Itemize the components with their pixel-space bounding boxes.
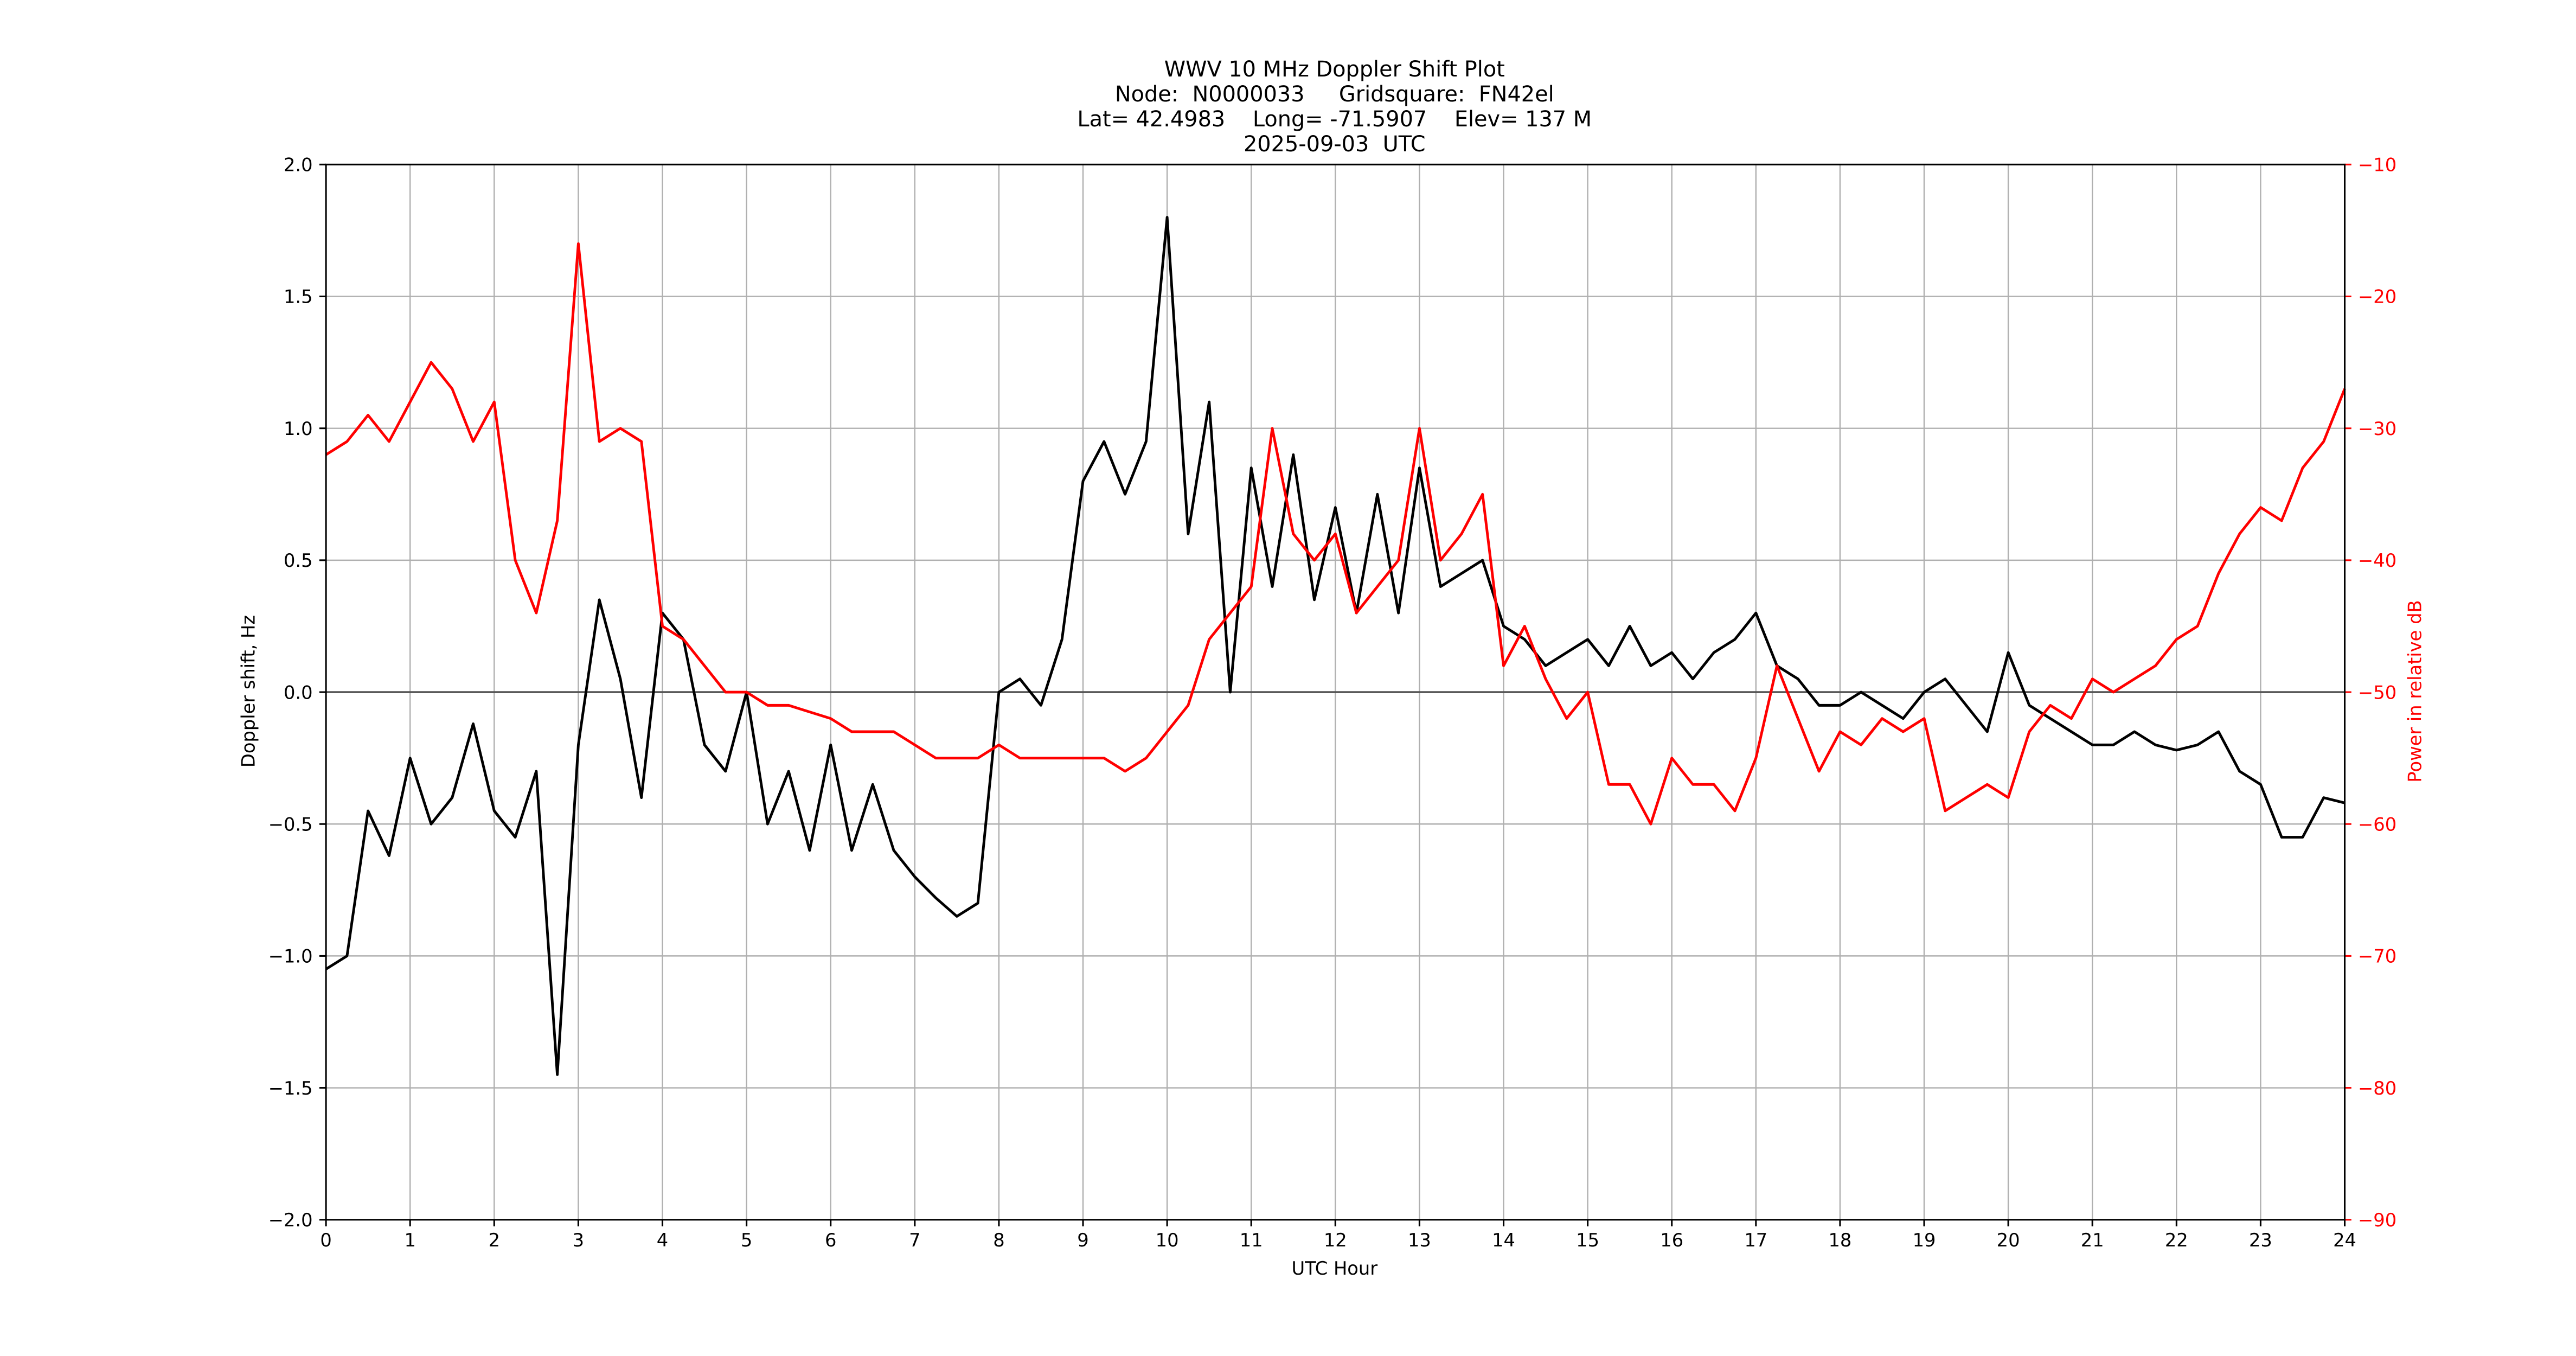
y2-tick-label: −50 xyxy=(2358,682,2396,703)
x-tick-label: 12 xyxy=(1324,1230,1347,1251)
x-tick-label: 9 xyxy=(1077,1230,1088,1251)
y-tick-label: 1.5 xyxy=(284,286,313,308)
y2-tick-label: −20 xyxy=(2358,286,2396,308)
y2-tick-label: −60 xyxy=(2358,814,2396,835)
y-tick-label: 1.0 xyxy=(284,418,313,439)
x-tick-label: 24 xyxy=(2333,1230,2356,1251)
x-tick-label: 1 xyxy=(404,1230,415,1251)
x-tick-label: 19 xyxy=(1913,1230,1936,1251)
x-tick-label: 13 xyxy=(1408,1230,1431,1251)
x-tick-label: 20 xyxy=(1997,1230,2020,1251)
y-axis-label: Doppler shift, Hz xyxy=(238,615,259,767)
x-tick-label: 5 xyxy=(741,1230,752,1251)
y2-tick-label: −70 xyxy=(2358,946,2396,967)
plot-frame xyxy=(325,163,2346,1221)
title-line: Lat= 42.4983 Long= -71.5907 Elev= 137 M xyxy=(1077,107,1592,132)
y2-tick-label: −80 xyxy=(2358,1078,2396,1099)
x-tick-label: 21 xyxy=(2081,1230,2104,1251)
series-line xyxy=(325,216,2346,1076)
x-tick-label: 11 xyxy=(1240,1230,1263,1251)
title-line: Node: N0000033 Gridsquare: FN42el xyxy=(1115,82,1554,107)
x-tick-label: 16 xyxy=(1660,1230,1683,1251)
x-tick-label: 7 xyxy=(909,1230,920,1251)
title-line: 2025-09-03 UTC xyxy=(1244,132,1426,157)
y2-tick-label: −30 xyxy=(2358,418,2396,439)
x-axis-label: UTC Hour xyxy=(1291,1258,1377,1279)
x-tick-label: 2 xyxy=(489,1230,500,1251)
y-tick-label: 2.0 xyxy=(284,155,313,176)
x-tick-label: 8 xyxy=(993,1230,1004,1251)
y-tick-label: 0.5 xyxy=(284,550,313,571)
x-tick-label: 15 xyxy=(1576,1230,1599,1251)
y-tick-label: 0.0 xyxy=(284,682,313,703)
y-tick-label: −1.0 xyxy=(268,946,313,967)
y2-tick-label: −90 xyxy=(2358,1210,2396,1231)
x-tick-label: 22 xyxy=(2165,1230,2188,1251)
y2-tick-label: −40 xyxy=(2358,550,2396,571)
y-tick-label: −0.5 xyxy=(268,814,313,835)
title-line: WWV 10 MHz Doppler Shift Plot xyxy=(1164,57,1505,82)
x-tick-label: 4 xyxy=(657,1230,668,1251)
y-tick-label: −2.0 xyxy=(268,1210,313,1231)
x-tick-label: 17 xyxy=(1744,1230,1767,1251)
series-line xyxy=(325,242,2346,826)
x-tick-label: 6 xyxy=(825,1230,836,1251)
y-tick-label: −1.5 xyxy=(268,1078,313,1099)
x-tick-label: 0 xyxy=(320,1230,331,1251)
y2-tick-label: −10 xyxy=(2358,155,2396,176)
x-tick-label: 18 xyxy=(1828,1230,1851,1251)
y2-axis-label: Power in relative dB xyxy=(2404,600,2425,782)
x-tick-label: 3 xyxy=(573,1230,584,1251)
x-tick-label: 10 xyxy=(1156,1230,1179,1251)
x-tick-label: 14 xyxy=(1492,1230,1515,1251)
x-tick-label: 23 xyxy=(2249,1230,2272,1251)
